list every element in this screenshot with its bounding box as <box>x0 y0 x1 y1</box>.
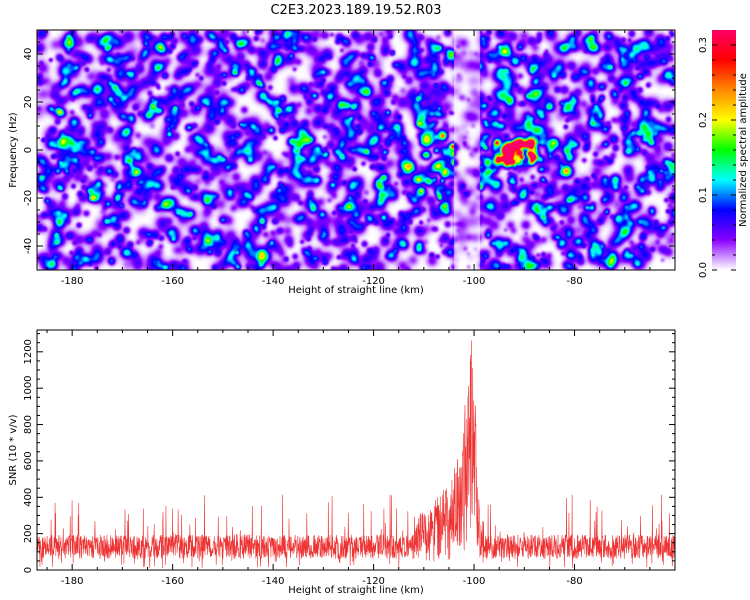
heatmap-x-tick-label: -120 <box>362 276 385 287</box>
heatmap-ticks <box>37 29 676 271</box>
snr-y-tick-label: 1000 <box>23 375 34 400</box>
colorbar-label: Normalized spectral amplitude <box>738 73 749 227</box>
colorbar-tick-label: 0.2 <box>698 112 709 128</box>
snr-x-tick-labels: -180 -160 -140 -120 -100 -80 <box>61 576 583 587</box>
snr-x-tick-label: -140 <box>262 576 285 587</box>
snr-x-axis-label: Height of straight line (km) <box>288 585 424 596</box>
heatmap-x-axis-label: Height of straight line (km) <box>288 285 424 296</box>
snr-y-tick-label: 1200 <box>23 339 34 364</box>
heatmap-y-axis-label: Frequency (Hz) <box>8 112 19 188</box>
heatmap-y-tick-labels: -40 -20 0 20 40 <box>23 48 34 255</box>
snr-frame <box>36 329 676 571</box>
snr-panel: -180 -160 -140 -120 -100 -80 0 200 400 600 800 100… <box>8 329 676 596</box>
heatmap-frame <box>36 29 676 271</box>
snr-ticks <box>37 330 676 571</box>
snr-x-tick-label: -160 <box>161 576 184 587</box>
figure-title: C2E3.2023.189.19.52.R03 <box>270 3 441 18</box>
heatmap-y-tick-label: -20 <box>23 190 34 206</box>
heatmap-x-tick-label: -80 <box>566 276 582 287</box>
snr-series-line <box>37 340 675 569</box>
heatmap-x-tick-label: -160 <box>161 276 184 287</box>
colorbar: 0.0 0.1 0.2 0.3 Normalized spectral amplitu… <box>698 30 749 278</box>
snr-x-tick-label: -180 <box>61 576 84 587</box>
heatmap-x-tick-label: -180 <box>61 276 84 287</box>
heatmap-panel: -180 -160 -140 -120 -100 -80 -40 -20 0 20 40 Heig… <box>8 29 676 296</box>
snr-y-tick-label: 200 <box>23 524 34 543</box>
snr-y-tick-label: 800 <box>23 415 34 434</box>
snr-y-axis-label: SNR (10 * v/v) <box>8 414 19 485</box>
heatmap-y-tick-label: 20 <box>23 96 34 109</box>
heatmap-x-tick-label: -100 <box>463 276 486 287</box>
heatmap-x-tick-label: -140 <box>262 276 285 287</box>
heatmap-x-tick-labels: -180 -160 -140 -120 -100 -80 <box>61 276 583 287</box>
colorbar-tick-label: 0.3 <box>698 37 709 53</box>
snr-y-tick-label: 0 <box>23 567 34 573</box>
snr-x-tick-label: -120 <box>362 576 385 587</box>
snr-y-tick-label: 600 <box>23 451 34 470</box>
colorbar-tick-label: 0.0 <box>698 262 709 278</box>
colorbar-tick-label: 0.1 <box>698 187 709 203</box>
colorbar-fill <box>712 30 736 270</box>
snr-y-tick-labels: 0 200 400 600 800 1000 1200 <box>23 339 34 573</box>
heatmap-y-tick-label: 40 <box>23 48 34 61</box>
heatmap-y-tick-label: -40 <box>23 238 34 254</box>
snr-x-tick-label: -100 <box>463 576 486 587</box>
snr-y-tick-label: 400 <box>23 488 34 507</box>
heatmap-y-tick-label: 0 <box>23 147 34 153</box>
heatmap-image <box>37 30 675 270</box>
snr-x-tick-label: -80 <box>566 576 582 587</box>
colorbar-ticks: 0.0 0.1 0.2 0.3 <box>698 37 736 278</box>
